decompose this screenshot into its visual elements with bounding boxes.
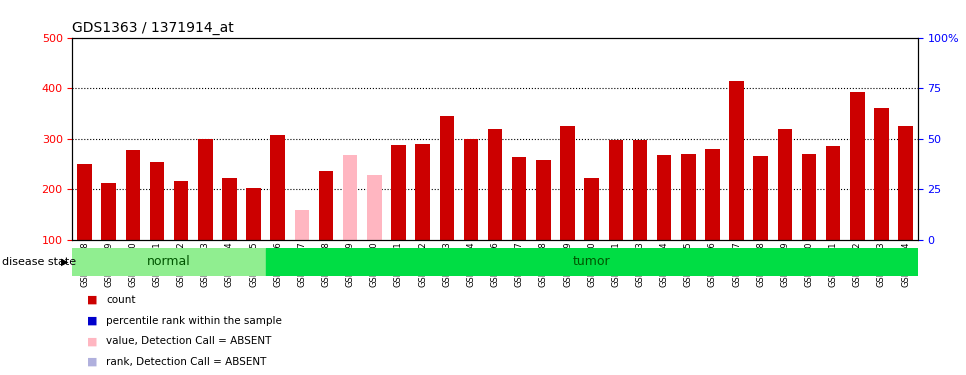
Text: ■: ■ bbox=[87, 316, 98, 326]
Bar bbox=[753, 156, 768, 240]
Bar bbox=[512, 158, 526, 240]
Bar bbox=[246, 188, 261, 240]
Bar bbox=[609, 140, 623, 240]
Bar bbox=[126, 150, 140, 240]
Text: disease state: disease state bbox=[2, 257, 76, 267]
Bar bbox=[705, 149, 720, 240]
Bar bbox=[101, 183, 116, 240]
Bar bbox=[681, 154, 696, 240]
Bar bbox=[464, 139, 478, 240]
Bar bbox=[488, 129, 502, 240]
Bar bbox=[391, 145, 406, 240]
Bar bbox=[198, 139, 213, 240]
Bar bbox=[174, 181, 188, 240]
Text: ■: ■ bbox=[87, 336, 98, 346]
Bar bbox=[222, 178, 237, 240]
Bar bbox=[536, 160, 551, 240]
Bar bbox=[77, 164, 92, 240]
Text: rank, Detection Call = ABSENT: rank, Detection Call = ABSENT bbox=[106, 357, 267, 367]
Text: value, Detection Call = ABSENT: value, Detection Call = ABSENT bbox=[106, 336, 271, 346]
Text: ■: ■ bbox=[87, 295, 98, 305]
Bar bbox=[802, 154, 816, 240]
Bar bbox=[778, 129, 792, 240]
Bar bbox=[826, 146, 840, 240]
Bar bbox=[874, 108, 889, 240]
Bar bbox=[657, 156, 671, 240]
Bar bbox=[343, 156, 357, 240]
Bar bbox=[584, 178, 599, 240]
Bar bbox=[633, 140, 647, 240]
Bar bbox=[270, 135, 285, 240]
Bar bbox=[150, 162, 164, 240]
Text: tumor: tumor bbox=[573, 255, 611, 268]
Text: count: count bbox=[106, 295, 136, 305]
Text: normal: normal bbox=[147, 255, 191, 268]
Text: GDS1363 / 1371914_at: GDS1363 / 1371914_at bbox=[72, 21, 234, 35]
Bar bbox=[729, 81, 744, 240]
Text: ▶: ▶ bbox=[61, 257, 69, 267]
Bar bbox=[266, 248, 918, 276]
Bar bbox=[72, 248, 266, 276]
Bar bbox=[440, 116, 454, 240]
Bar bbox=[850, 92, 865, 240]
Bar bbox=[319, 171, 333, 240]
Bar bbox=[560, 126, 575, 240]
Bar bbox=[415, 144, 430, 240]
Bar bbox=[295, 210, 309, 240]
Text: percentile rank within the sample: percentile rank within the sample bbox=[106, 316, 282, 326]
Bar bbox=[898, 126, 913, 240]
Text: ■: ■ bbox=[87, 357, 98, 367]
Bar bbox=[367, 175, 382, 240]
